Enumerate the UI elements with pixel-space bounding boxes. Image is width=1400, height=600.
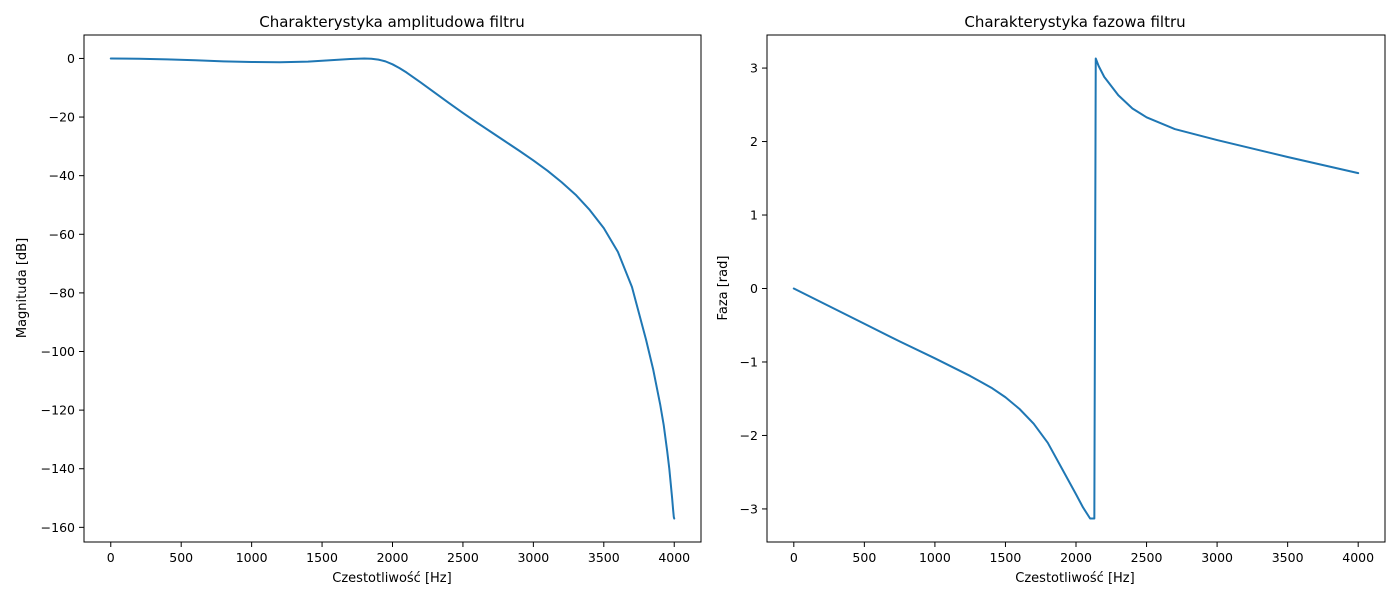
magnitude-y-tick-label: −120 [41,403,75,418]
phase-y-tick-label: 3 [750,61,758,76]
magnitude-y-tick-label: −160 [41,520,75,535]
magnitude-y-tick-label: −40 [49,168,75,183]
magnitude-y-axis-label: Magnituda [dB] [15,238,30,338]
magnitude-x-tick-label: 1500 [306,550,338,565]
phase-y-tick-label: −1 [740,354,758,369]
magnitude-y-tick-label: −100 [41,344,75,359]
magnitude-y-tick-label: −80 [49,285,75,300]
phase-x-ticks: 0 500 1000 1500 2000 2500 3000 3500 4000 [790,542,1374,565]
phase-x-tick-label: 500 [852,550,876,565]
magnitude-x-tick-label: 1000 [236,550,268,565]
phase-x-axis-label: Czestotliwość [Hz] [1015,571,1134,586]
phase-x-tick-label: 2500 [1131,550,1163,565]
magnitude-x-tick-label: 0 [107,550,115,565]
magnitude-y-tick-label: −140 [41,461,75,476]
phase-x-tick-label: 4000 [1342,550,1374,565]
magnitude-plot-area [83,34,702,543]
phase-y-tick-label: −3 [740,501,758,516]
magnitude-chart: Charakterystyka amplitudowa filtru 0 500 1… [15,13,702,586]
magnitude-x-ticks: 0 500 1000 1500 2000 2500 3000 3500 4000 [107,542,690,565]
phase-plot-area [766,34,1386,543]
magnitude-x-tick-label: 3500 [588,550,620,565]
phase-x-tick-label: 3500 [1272,550,1304,565]
phase-x-tick-label: 1500 [990,550,1022,565]
magnitude-y-ticks: 0 −20 −40 −60 −80 −100 −120 −140 −160 [41,51,84,535]
phase-series-line [792,57,1360,520]
magnitude-y-tick-label: −60 [49,227,75,242]
phase-y-ticks: 3 2 1 0 −1 −2 −3 [740,61,767,516]
phase-y-tick-label: 0 [750,281,758,296]
magnitude-x-tick-label: 500 [169,550,193,565]
phase-chart-title: Charakterystyka fazowa filtru [964,13,1185,31]
magnitude-x-tick-label: 3000 [517,550,549,565]
phase-y-axis-label: Faza [rad] [716,256,731,321]
phase-y-tick-label: 1 [750,208,758,223]
magnitude-chart-title: Charakterystyka amplitudowa filtru [259,13,524,31]
phase-y-tick-label: −2 [740,428,758,443]
phase-x-tick-label: 1000 [919,550,951,565]
magnitude-series-line [109,57,676,520]
phase-x-tick-label: 3000 [1201,550,1233,565]
magnitude-x-tick-label: 2000 [377,550,409,565]
phase-chart: Charakterystyka fazowa filtru 0 500 1000 15… [716,13,1386,586]
magnitude-x-tick-label: 2500 [447,550,479,565]
magnitude-y-tick-label: −20 [49,110,75,125]
magnitude-x-tick-label: 4000 [658,550,690,565]
phase-x-tick-label: 0 [790,550,798,565]
phase-y-tick-label: 2 [750,134,758,149]
magnitude-y-tick-label: 0 [67,51,75,66]
magnitude-x-axis-label: Czestotliwość [Hz] [332,571,451,586]
phase-x-tick-label: 2000 [1060,550,1092,565]
